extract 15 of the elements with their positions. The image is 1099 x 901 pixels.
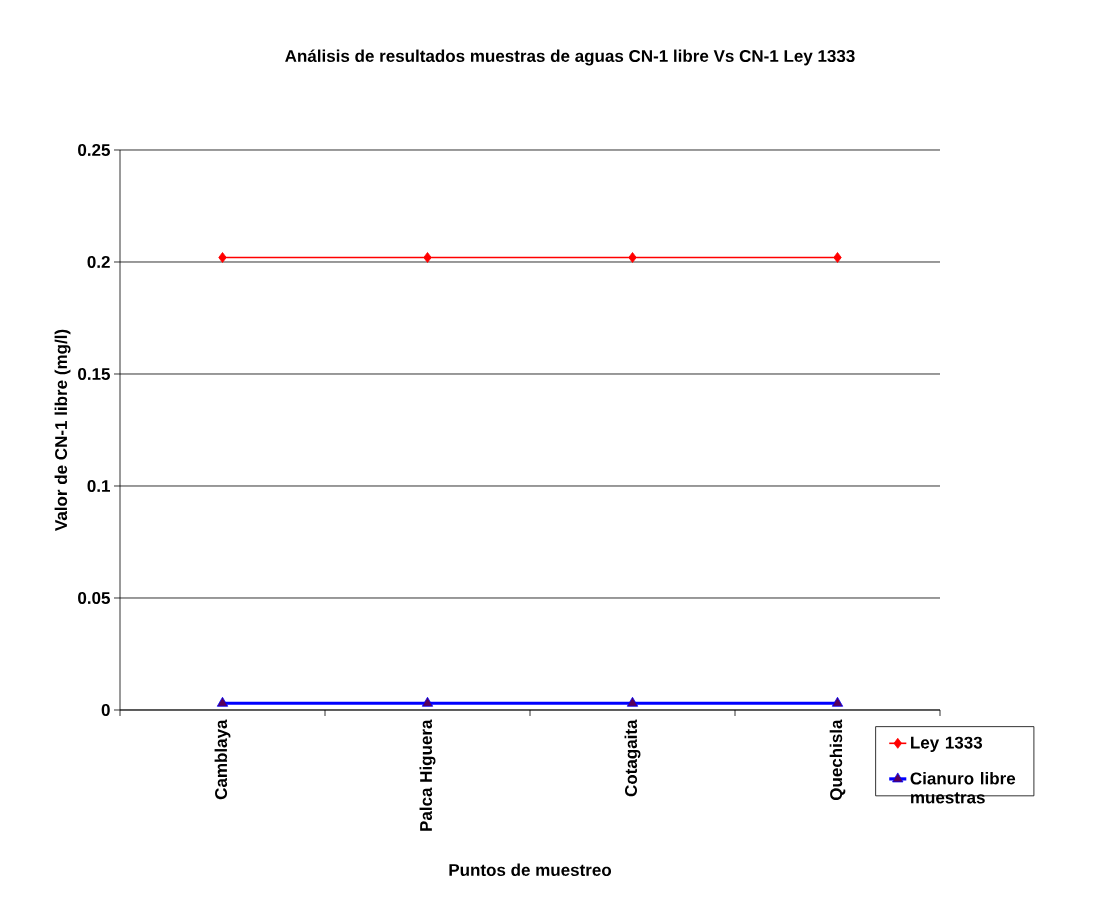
chart-title: Análisis de resultados muestras de aguas CN-1 libre Vs CN-1 Ley 1333 [285,49,855,66]
y-tick-label: 0.25 [78,143,110,157]
y-tick-label: 0.05 [78,591,110,605]
y-tick-label: 0 [101,703,110,717]
y-tick-label: 0.2 [87,255,110,269]
y-tick-label: 0.15 [78,367,110,381]
y-tick-label: 0.1 [87,479,111,493]
legend-label: Ley 1333 [911,736,983,753]
y-axis-title: Valor de CN-1 libre (mg/l) [54,329,71,531]
x-tick-label: Quechisla [829,719,846,801]
x-tick-label: Cotagaita [624,719,641,797]
x-tick-label: Camblaya [214,719,231,800]
legend-label: Cianuro libre muestras [910,772,1016,804]
x-tick-label: Palca Higuera [419,719,436,831]
x-axis-title: Puntos de muestreo [449,863,612,877]
